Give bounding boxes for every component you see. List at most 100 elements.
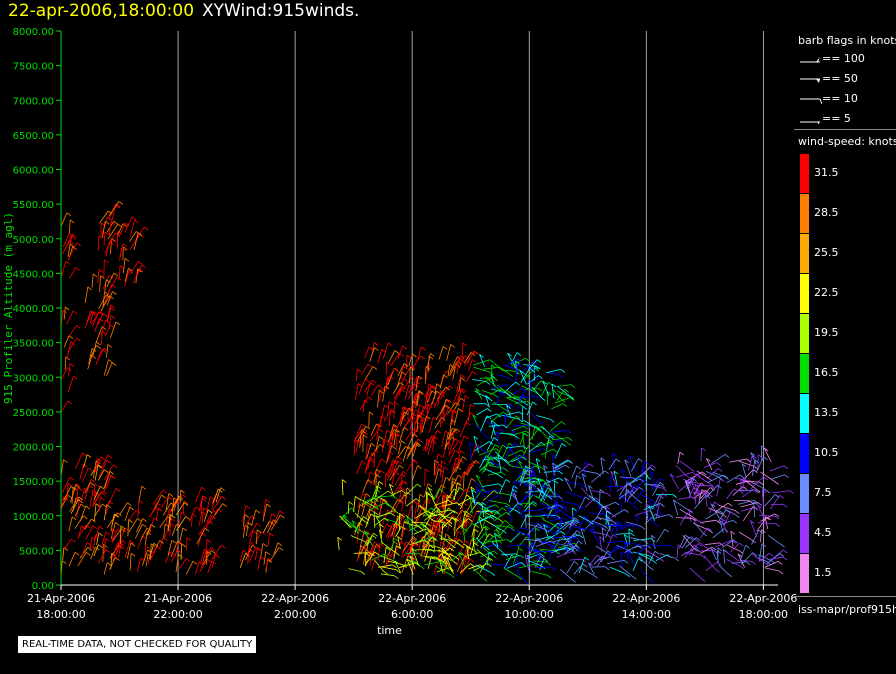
wind-barb: [356, 546, 364, 562]
wind-barb-flag: [389, 442, 395, 446]
wind-barb-flag: [561, 421, 566, 425]
wind-barb: [452, 388, 460, 406]
y-tick-label: 7500.00: [13, 62, 54, 73]
wind-barb-flag: [443, 466, 449, 471]
wind-barb-flag: [488, 551, 494, 556]
wind-barb: [727, 545, 740, 551]
flag-50: == 50: [798, 72, 858, 85]
wind-barb: [547, 504, 559, 509]
wind-barb-flag: [374, 541, 379, 546]
wind-barb-flag: [393, 537, 399, 542]
wind-barb-flag: [75, 483, 81, 487]
wind-barb: [551, 403, 564, 410]
wind-barb: [519, 563, 535, 569]
wind-barb-flag: [741, 463, 747, 468]
wind-barb: [527, 555, 531, 573]
wind-barb: [84, 286, 89, 303]
wind-barb-flag: [543, 524, 548, 528]
wind-barb-flag: [92, 273, 98, 278]
wind-barb: [591, 520, 604, 526]
wind-barb-flag: [629, 523, 634, 528]
wind-barb: [101, 331, 103, 346]
wind-barb-flag: [141, 264, 146, 269]
wind-barb: [514, 454, 523, 468]
wind-barb: [356, 528, 360, 543]
wind-barb-flag: [69, 219, 75, 224]
wind-barb: [201, 507, 204, 524]
wind-barb-flag: [98, 235, 104, 239]
wind-barb-flag: [564, 388, 569, 393]
wind-barb: [380, 573, 395, 577]
wind-barb-flag: [466, 546, 471, 550]
wind-barb-flag: [401, 385, 406, 390]
wind-barb: [387, 429, 395, 442]
wind-barb: [447, 364, 451, 377]
wind-barb: [62, 240, 71, 254]
wind-barb: [531, 513, 545, 517]
wind-barb: [578, 496, 586, 509]
wind-barb: [471, 566, 484, 579]
wind-barb: [447, 537, 456, 551]
wind-barb: [624, 545, 638, 553]
wind-barb: [256, 529, 258, 545]
wind-barb: [407, 500, 414, 518]
wind-barb-flag: [98, 311, 104, 316]
wind-barb: [552, 389, 562, 400]
wind-barb: [471, 524, 476, 538]
wind-barb-flag: [505, 461, 511, 466]
wind-barb-flag: [120, 525, 126, 530]
wind-barb: [406, 443, 416, 460]
wind-barb: [441, 495, 444, 508]
wind-barb: [471, 537, 477, 556]
wind-barb: [500, 414, 519, 420]
wind-barb: [506, 396, 522, 399]
wind-barb: [536, 566, 552, 568]
wind-barb: [448, 438, 456, 455]
wind-barb: [88, 348, 93, 364]
wind-barb-flag: [538, 421, 544, 425]
wind-barb-flag: [273, 519, 278, 524]
wind-barb: [382, 342, 389, 360]
wind-barb-flag: [373, 342, 379, 346]
wind-barb-flag: [401, 480, 407, 484]
wind-barb-flag: [512, 433, 517, 438]
wind-barb-flag: [440, 390, 445, 394]
wind-barb-flag: [375, 474, 381, 478]
wind-barb: [431, 430, 438, 442]
wind-barb: [424, 561, 442, 566]
wind-barb-flag: [753, 489, 758, 493]
wind-barb: [531, 386, 542, 398]
wind-barb-flag: [707, 527, 712, 532]
wind-barb: [213, 503, 223, 516]
wind-barb: [751, 530, 760, 545]
wind-barb-flag: [542, 484, 547, 488]
wind-barb-flag: [752, 455, 757, 459]
wind-barb-flag: [415, 380, 420, 385]
wind-barb: [482, 390, 495, 396]
wind-barb: [248, 523, 257, 538]
wind-barb: [516, 395, 524, 412]
wind-barb-flag: [117, 223, 123, 228]
wind-barb-flag: [574, 532, 579, 537]
wind-barb: [479, 514, 493, 522]
wind-barb: [434, 499, 449, 506]
wind-barb-flag: [732, 519, 738, 524]
wind-barb: [689, 567, 702, 579]
wind-barb: [601, 527, 605, 543]
wind-barb: [142, 549, 148, 566]
speed-swatch: [800, 234, 809, 273]
x-tick-label: 18:00:00: [739, 608, 788, 621]
wind-barb: [469, 501, 479, 513]
wind-barb: [483, 367, 499, 370]
wind-barb-flag: [530, 488, 536, 493]
wind-barb: [531, 425, 536, 440]
wind-barb-flag: [121, 528, 126, 533]
wind-barb: [84, 482, 91, 494]
wind-barb: [771, 474, 785, 480]
wind-barb: [741, 552, 753, 565]
wind-barb: [347, 501, 350, 515]
wind-barb: [709, 501, 715, 514]
wind-barb-flag: [779, 553, 785, 557]
wind-barb: [738, 499, 755, 505]
wind-barb: [427, 544, 441, 549]
